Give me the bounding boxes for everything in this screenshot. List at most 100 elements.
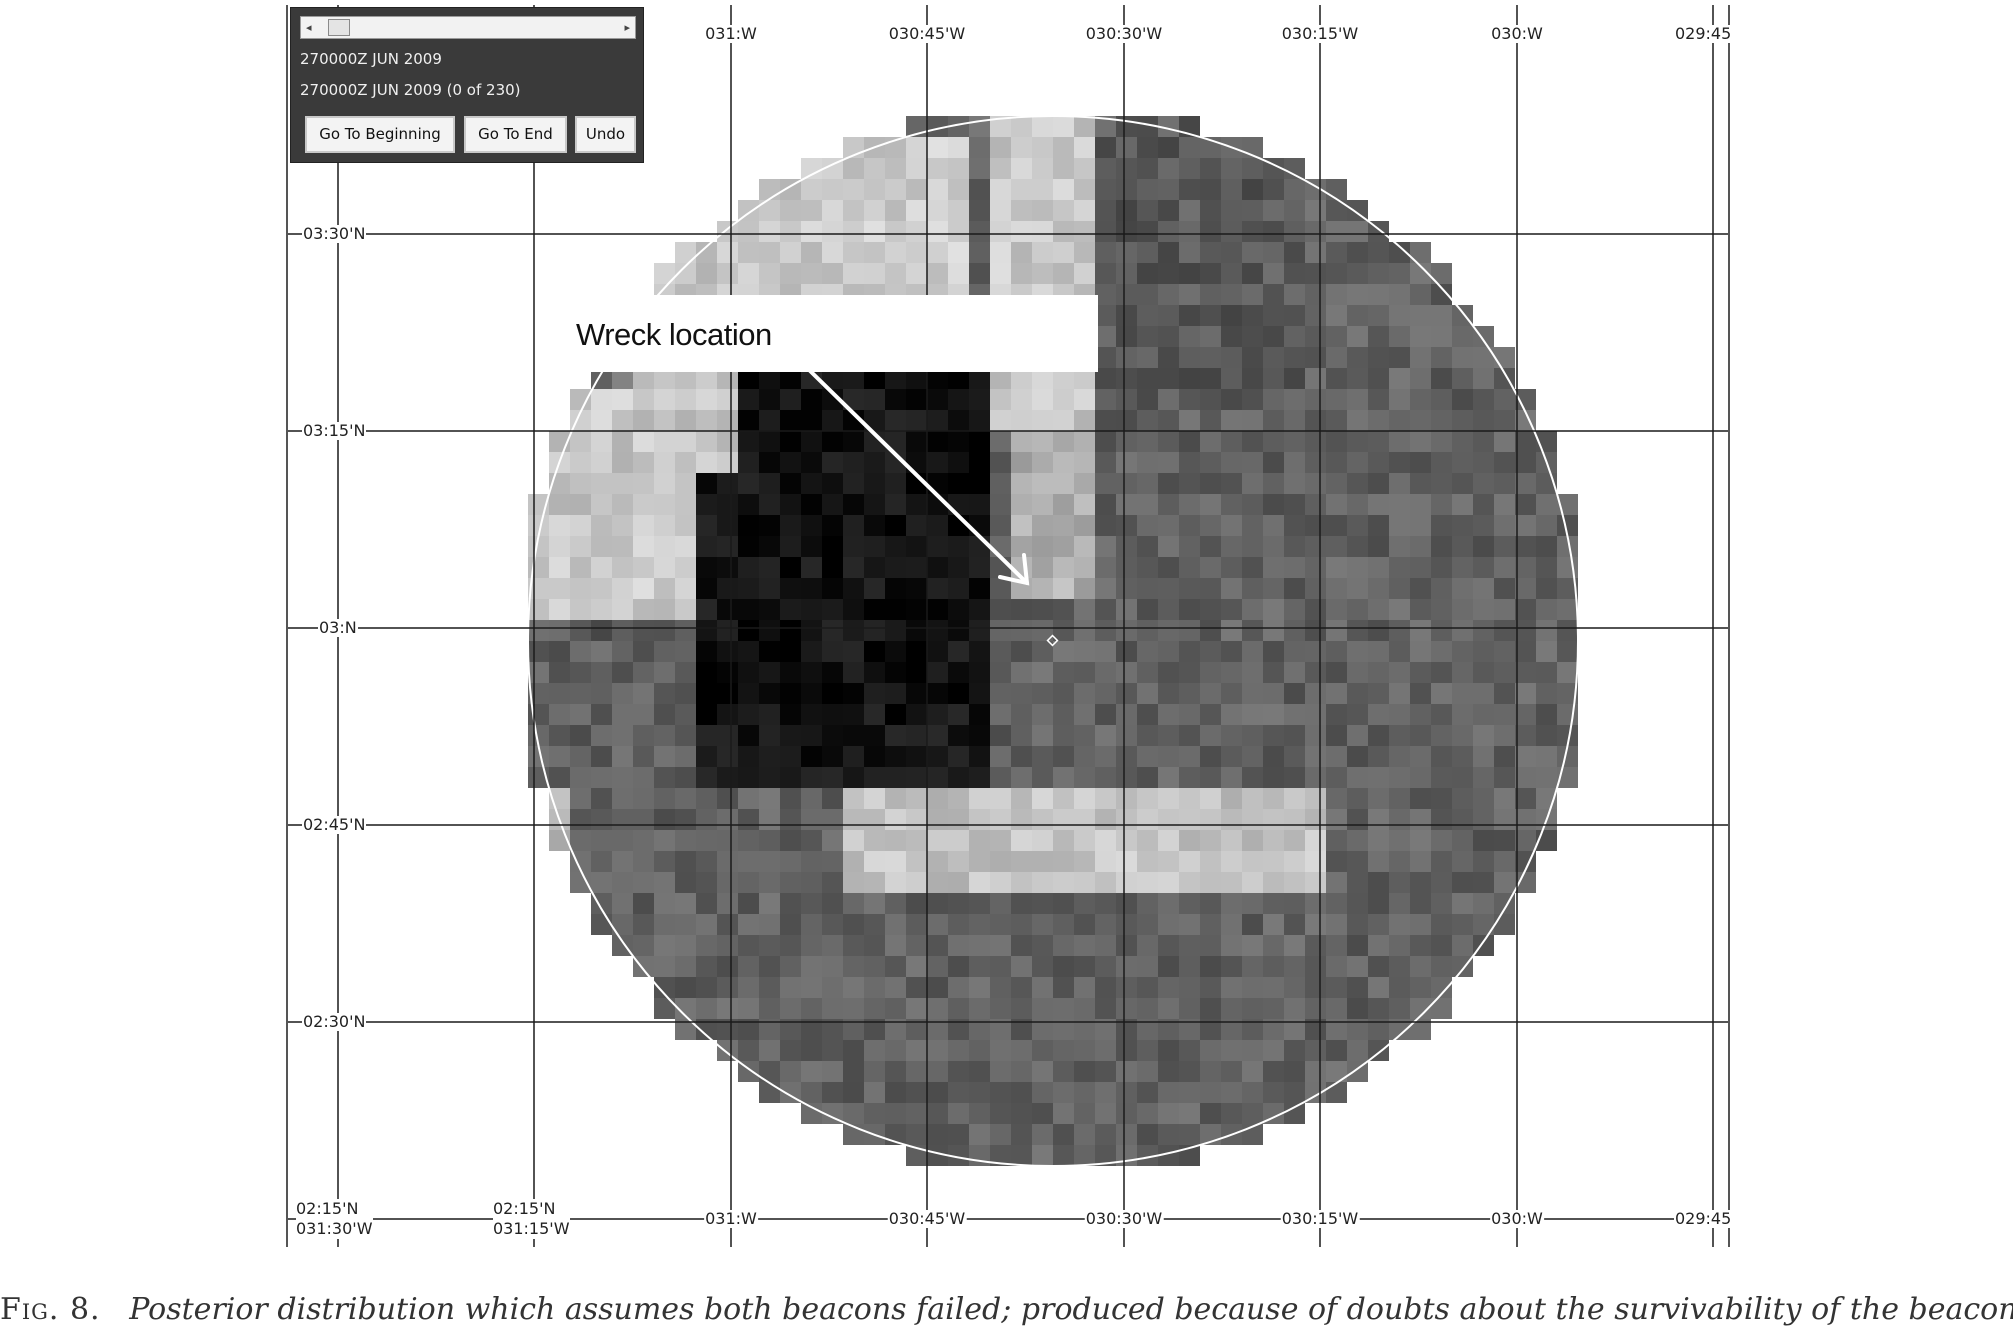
probability-cell (1305, 305, 1326, 326)
probability-cell (1053, 221, 1074, 242)
probability-cell (696, 536, 717, 557)
probability-cell (1116, 137, 1137, 158)
probability-cell (1137, 578, 1158, 599)
probability-cell (717, 683, 738, 704)
probability-cell (780, 536, 801, 557)
probability-cell (1053, 200, 1074, 221)
scroll-left-icon[interactable]: ◂ (306, 21, 312, 34)
probability-cell (1221, 578, 1242, 599)
probability-cell (1158, 1124, 1179, 1145)
probability-cell (1284, 1019, 1305, 1040)
probability-cell (906, 1061, 927, 1082)
probability-cell (675, 641, 696, 662)
probability-cell (1221, 368, 1242, 389)
map-view[interactable]: 031:W 030:45'W 030:30'W 030:15'W 030:W 0… (286, 5, 1730, 1247)
probability-cell (1515, 725, 1536, 746)
probability-cell (1011, 914, 1032, 935)
probability-cell (1158, 998, 1179, 1019)
probability-cell (885, 998, 906, 1019)
probability-cell (1095, 410, 1116, 431)
probability-cell (717, 557, 738, 578)
time-scrollbar[interactable]: ◂ ▸ (300, 16, 636, 39)
go-to-end-button[interactable]: Go To End (464, 116, 567, 153)
probability-cell (1515, 536, 1536, 557)
probability-cell (885, 620, 906, 641)
probability-cell (1431, 662, 1452, 683)
probability-cell (780, 935, 801, 956)
probability-cell (948, 662, 969, 683)
probability-cell (1305, 620, 1326, 641)
probability-cell (1305, 200, 1326, 221)
probability-cell (612, 368, 633, 389)
probability-cell (1200, 179, 1221, 200)
probability-cell (759, 473, 780, 494)
probability-cell (1137, 935, 1158, 956)
probability-cell (1179, 263, 1200, 284)
probability-cell (654, 452, 675, 473)
probability-cell (1410, 830, 1431, 851)
probability-cell (969, 200, 990, 221)
go-to-beginning-button[interactable]: Go To Beginning (305, 116, 455, 153)
probability-cell (1389, 620, 1410, 641)
undo-button[interactable]: Undo (575, 116, 636, 153)
probability-cell (990, 473, 1011, 494)
probability-cell (528, 662, 549, 683)
probability-cell (675, 263, 696, 284)
probability-cell (612, 578, 633, 599)
probability-cell (738, 578, 759, 599)
probability-cell (570, 494, 591, 515)
probability-cell (1221, 158, 1242, 179)
probability-cell (675, 368, 696, 389)
probability-cell (927, 620, 948, 641)
probability-cell (1158, 578, 1179, 599)
probability-cell (1536, 578, 1557, 599)
probability-cell (696, 473, 717, 494)
probability-cell (1074, 221, 1095, 242)
probability-cell (633, 788, 654, 809)
probability-cell (1158, 704, 1179, 725)
probability-cell (1452, 851, 1473, 872)
probability-cell (1431, 578, 1452, 599)
probability-cell (1263, 746, 1284, 767)
probability-cell (1305, 935, 1326, 956)
probability-cell (1263, 410, 1284, 431)
probability-cell (633, 956, 654, 977)
probability-cell (717, 746, 738, 767)
probability-cell (1158, 851, 1179, 872)
probability-cell (1284, 410, 1305, 431)
probability-cell (969, 410, 990, 431)
probability-cell (780, 410, 801, 431)
probability-cell (780, 452, 801, 473)
probability-cell (1137, 200, 1158, 221)
probability-cell (927, 809, 948, 830)
probability-cell (1263, 1103, 1284, 1124)
probability-cell (1179, 1124, 1200, 1145)
probability-cell (885, 410, 906, 431)
scrollbar-thumb[interactable] (328, 19, 350, 36)
probability-cell (1137, 137, 1158, 158)
probability-cell (864, 179, 885, 200)
probability-cell (696, 725, 717, 746)
probability-cell (549, 683, 570, 704)
probability-cell (1137, 494, 1158, 515)
probability-cell (948, 1082, 969, 1103)
probability-cell (759, 725, 780, 746)
probability-cell (591, 662, 612, 683)
probability-cell (1263, 431, 1284, 452)
probability-cell (654, 557, 675, 578)
probability-cell (1053, 473, 1074, 494)
probability-cell (1095, 1103, 1116, 1124)
probability-cell (1305, 830, 1326, 851)
probability-cell (1305, 557, 1326, 578)
probability-cell (801, 704, 822, 725)
probability-cell (864, 452, 885, 473)
corner-label: 02:15'N 031:15'W (493, 1199, 570, 1239)
probability-cell (1305, 578, 1326, 599)
scroll-right-icon[interactable]: ▸ (624, 21, 630, 34)
probability-cell (1158, 809, 1179, 830)
probability-cell (1158, 914, 1179, 935)
probability-cell (1074, 725, 1095, 746)
probability-cell (738, 704, 759, 725)
probability-cell (591, 725, 612, 746)
probability-cell (1053, 893, 1074, 914)
